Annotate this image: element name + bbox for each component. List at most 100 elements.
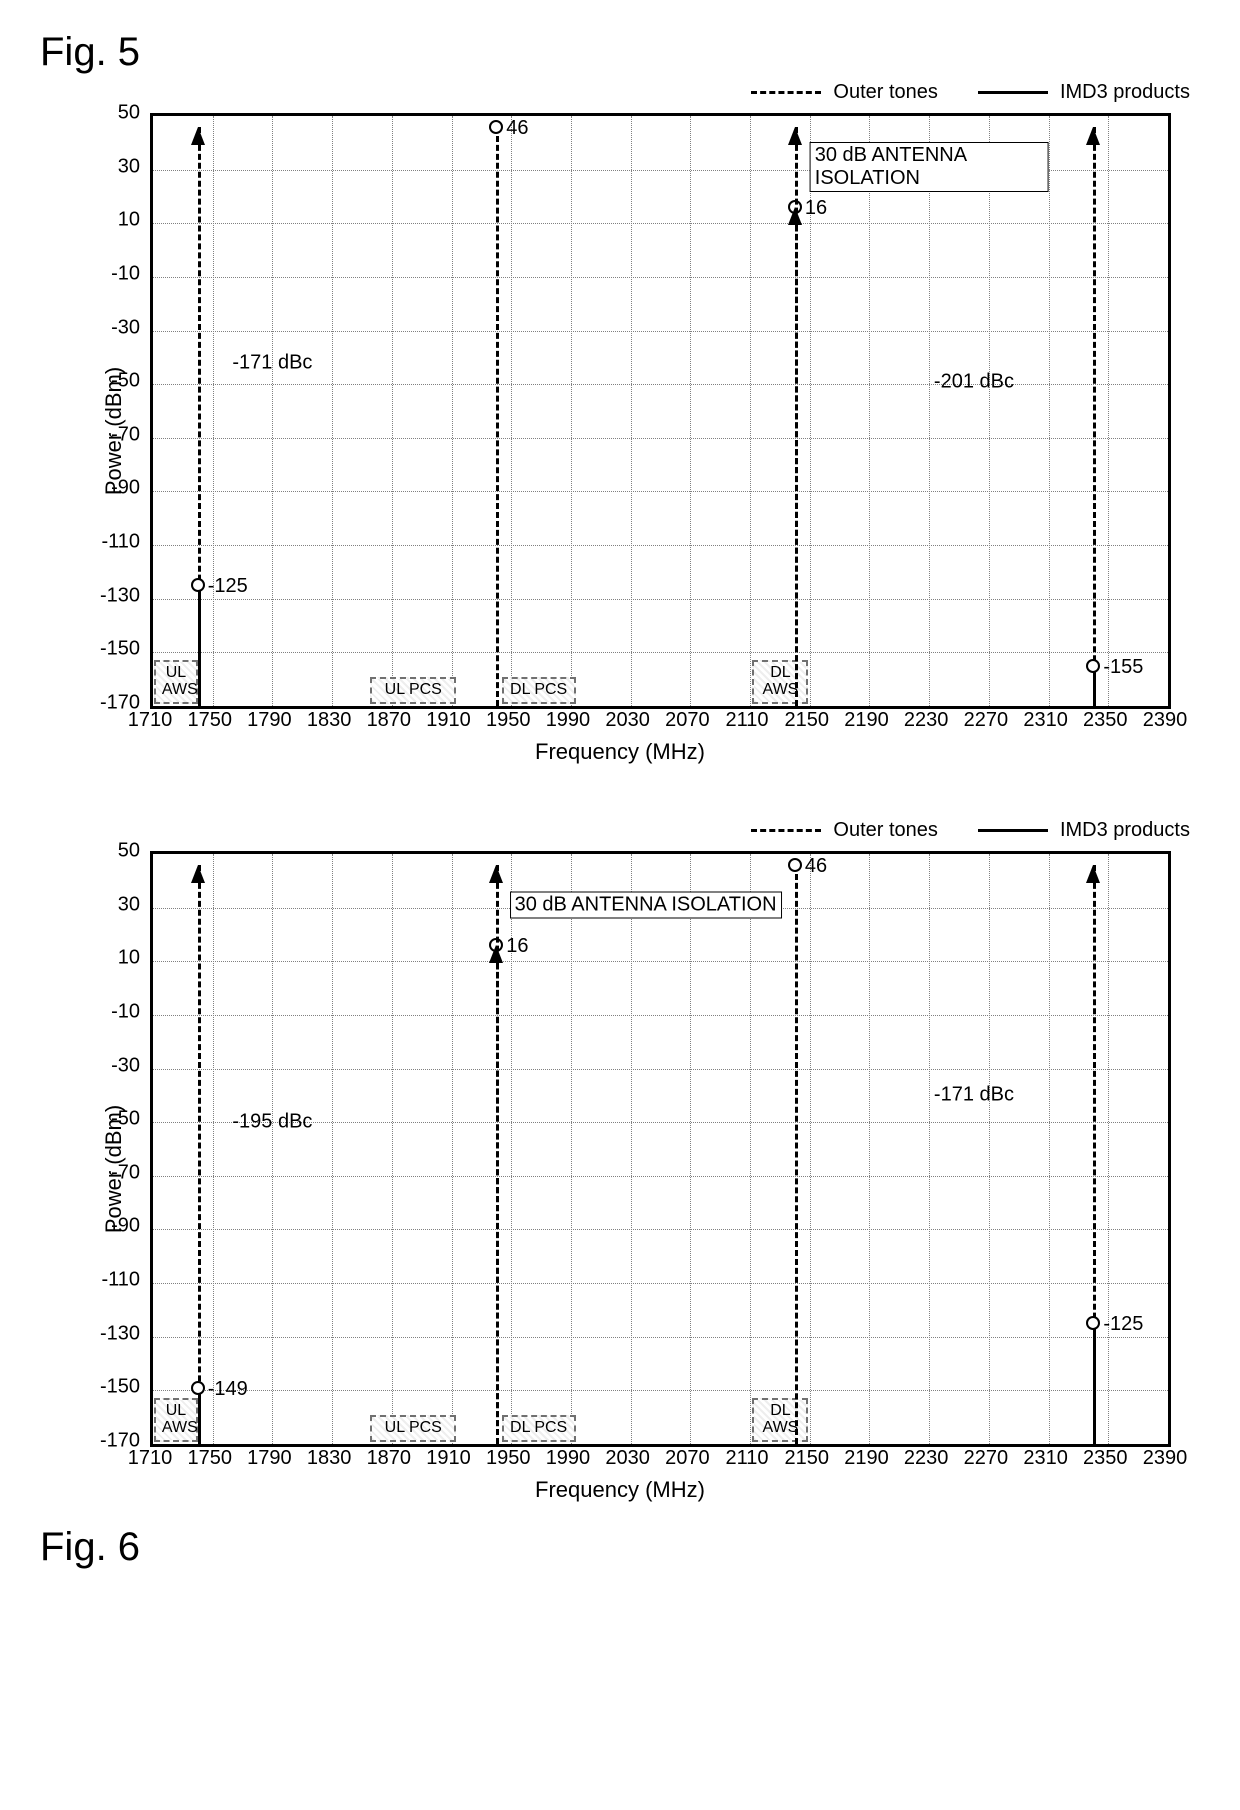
legend-imd3-label: IMD3 products bbox=[1060, 819, 1190, 842]
y-tick: -90 bbox=[90, 477, 140, 500]
stem-value-label: -155 bbox=[1103, 656, 1143, 679]
stem-line bbox=[795, 865, 798, 1444]
x-tick: 2390 bbox=[1143, 1447, 1188, 1470]
grid-v bbox=[1108, 116, 1109, 706]
fig6-title: Fig. 6 bbox=[30, 1519, 1210, 1576]
stem-arrow bbox=[1086, 127, 1100, 145]
band-ul-pcs: UL PCS bbox=[370, 677, 456, 704]
stem-arrow bbox=[191, 127, 205, 145]
y-tick: -30 bbox=[90, 316, 140, 339]
x-tick: 2190 bbox=[844, 709, 889, 732]
y-tick: 10 bbox=[90, 947, 140, 970]
grid-v bbox=[810, 854, 811, 1444]
y-tick: -10 bbox=[90, 262, 140, 285]
stem-marker bbox=[788, 858, 802, 872]
grid-v bbox=[511, 116, 512, 706]
x-tick: 1990 bbox=[546, 1447, 591, 1470]
grid-v bbox=[332, 854, 333, 1444]
x-tick: 2070 bbox=[665, 709, 710, 732]
stem-marker bbox=[489, 120, 503, 134]
grid-v bbox=[1049, 116, 1050, 706]
stem-arrow bbox=[788, 127, 802, 145]
stem-value-label: -149 bbox=[208, 1378, 248, 1401]
stem-line bbox=[496, 865, 499, 1444]
x-tick: 2030 bbox=[605, 709, 650, 732]
fig5-chart: Outer tonesIMD3 productsPower (dBm)ULAWS… bbox=[40, 81, 1200, 781]
legend-outer: Outer tones bbox=[751, 819, 938, 842]
stem-line bbox=[1093, 1323, 1096, 1444]
grid-v bbox=[750, 854, 751, 1444]
y-tick: -30 bbox=[90, 1054, 140, 1077]
x-tick: 2030 bbox=[605, 1447, 650, 1470]
grid-h bbox=[153, 1337, 1168, 1338]
x-tick: 2350 bbox=[1083, 1447, 1128, 1470]
x-tick: 2390 bbox=[1143, 709, 1188, 732]
stem-marker bbox=[191, 578, 205, 592]
stem-value-label: 16 bbox=[805, 197, 827, 220]
grid-v bbox=[631, 116, 632, 706]
grid-v bbox=[332, 116, 333, 706]
stem-value-label: 46 bbox=[506, 117, 528, 140]
grid-v bbox=[869, 116, 870, 706]
x-tick: 1790 bbox=[247, 1447, 292, 1470]
stem-line bbox=[198, 585, 201, 706]
y-tick: -130 bbox=[90, 1322, 140, 1345]
annotation: -195 dBc bbox=[232, 1111, 312, 1134]
stem-marker bbox=[1086, 659, 1100, 673]
x-tick: 1870 bbox=[367, 1447, 412, 1470]
x-tick: 1870 bbox=[367, 709, 412, 732]
stem-arrow bbox=[1086, 865, 1100, 883]
fig5-title: Fig. 5 bbox=[30, 30, 1210, 81]
plot-area: ULAWSUL PCSDL PCSDLAWS-1254616-155-171 d… bbox=[150, 113, 1171, 709]
legend-outer: Outer tones bbox=[751, 81, 938, 104]
grid-h bbox=[153, 652, 1168, 653]
x-tick: 1910 bbox=[426, 709, 471, 732]
legend-outer-label: Outer tones bbox=[833, 819, 938, 842]
grid-v bbox=[571, 854, 572, 1444]
x-tick: 1830 bbox=[307, 1447, 352, 1470]
y-tick: -170 bbox=[90, 1430, 140, 1453]
band-dl-pcs: DL PCS bbox=[502, 677, 576, 704]
x-tick: 1950 bbox=[486, 1447, 531, 1470]
grid-h bbox=[153, 1069, 1168, 1070]
grid-h bbox=[153, 599, 1168, 600]
fig6-chart: Outer tonesIMD3 productsPower (dBm)ULAWS… bbox=[40, 819, 1200, 1519]
y-tick: 30 bbox=[90, 155, 140, 178]
grid-v bbox=[213, 116, 214, 706]
grid-h bbox=[153, 1015, 1168, 1016]
y-tick: -50 bbox=[90, 1108, 140, 1131]
grid-v bbox=[989, 854, 990, 1444]
band-dl-aws: DLAWS bbox=[752, 1398, 808, 1442]
grid-h bbox=[153, 1176, 1168, 1177]
grid-v bbox=[392, 854, 393, 1444]
annotation: -171 dBc bbox=[934, 1084, 1014, 1107]
stem-marker bbox=[1086, 1316, 1100, 1330]
y-tick: -70 bbox=[90, 1161, 140, 1184]
grid-v bbox=[631, 854, 632, 1444]
grid-v bbox=[571, 116, 572, 706]
stem-line bbox=[198, 1388, 201, 1444]
y-tick: -150 bbox=[90, 1376, 140, 1399]
legend: Outer tones IMD3 products bbox=[751, 819, 1190, 842]
grid-v bbox=[1108, 854, 1109, 1444]
y-tick: 50 bbox=[90, 840, 140, 863]
grid-h bbox=[153, 223, 1168, 224]
x-tick: 2110 bbox=[726, 709, 769, 732]
stem-line bbox=[1093, 127, 1096, 706]
y-tick: 10 bbox=[90, 209, 140, 232]
plot-area: ULAWSUL PCSDL PCSDLAWS-1491646-125-195 d… bbox=[150, 851, 1171, 1447]
y-tick: -110 bbox=[90, 531, 140, 554]
stem-value-label: -125 bbox=[1103, 1313, 1143, 1336]
annotation-box: 30 dB ANTENNA ISOLATION bbox=[810, 142, 1049, 192]
y-tick: -70 bbox=[90, 423, 140, 446]
grid-h bbox=[153, 545, 1168, 546]
grid-v bbox=[929, 116, 930, 706]
grid-v bbox=[929, 854, 930, 1444]
grid-v bbox=[272, 854, 273, 1444]
y-tick: -170 bbox=[90, 692, 140, 715]
grid-v bbox=[272, 116, 273, 706]
grid-v bbox=[452, 854, 453, 1444]
stem-marker bbox=[191, 1381, 205, 1395]
x-tick: 2150 bbox=[785, 709, 830, 732]
annotation: -201 dBc bbox=[934, 370, 1014, 393]
